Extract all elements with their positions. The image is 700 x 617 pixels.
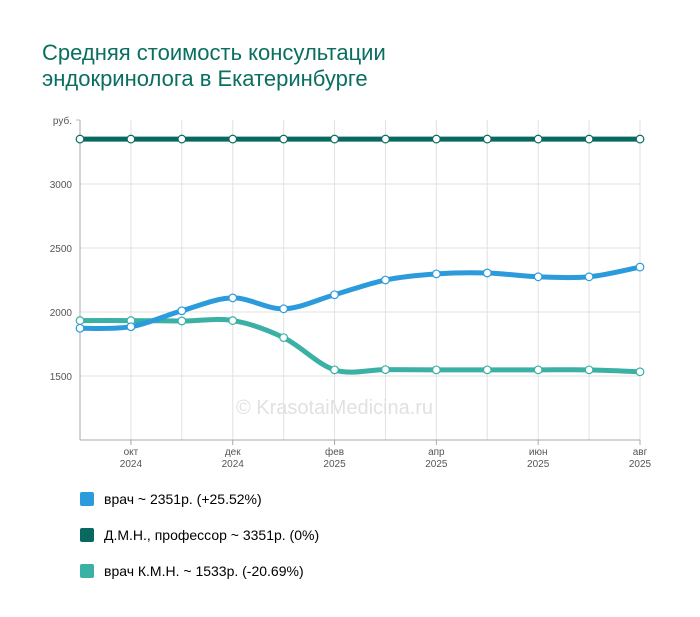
data-point-professor (330, 134, 339, 144)
data-point-candidate (330, 365, 339, 375)
chart-title: Средняя стоимость консультации эндокрино… (42, 40, 386, 92)
series-line-candidate (77, 316, 643, 375)
x-tick-label-month: фев (325, 446, 344, 458)
data-point-doctor (126, 322, 136, 332)
x-tick-label-year: 2025 (425, 459, 448, 470)
y-axis-unit-label: руб. (53, 115, 72, 127)
data-point-doctor (177, 306, 187, 316)
data-point-professor (279, 134, 289, 144)
x-tick-label-year: 2025 (527, 459, 550, 470)
data-point-candidate (635, 367, 645, 377)
data-point-professor (177, 134, 187, 144)
x-tick-label-month: дек (225, 447, 241, 458)
data-point-candidate (177, 316, 187, 326)
data-point-candidate (533, 365, 543, 375)
grid-lines (79, 120, 641, 440)
data-point-candidate (279, 333, 289, 343)
chart-title-line-2: эндокринолога в Екатеринбурге (42, 66, 368, 91)
data-point-candidate (482, 365, 492, 375)
x-tick-label-year: 2024 (222, 459, 245, 470)
data-point-professor (635, 134, 645, 144)
data-point-candidate (228, 316, 238, 325)
x-tick-label-month: авг (633, 447, 648, 458)
x-tick-label-year: 2024 (120, 459, 143, 470)
data-point-professor (482, 134, 492, 144)
data-point-professor (75, 134, 85, 144)
data-point-doctor (279, 304, 289, 314)
data-point-professor (431, 134, 441, 144)
y-tick-label: 1500 (50, 372, 73, 383)
data-point-doctor (75, 323, 85, 333)
data-point-candidate (381, 365, 390, 375)
data-points (75, 134, 645, 377)
legend-label-doctor: врач ~ 2351р. (+25.52%) (104, 491, 262, 507)
legend-item-doctor[interactable]: врач ~ 2351р. (+25.52%) (80, 489, 319, 509)
data-point-doctor (330, 290, 339, 300)
x-tick-label-month: июн (529, 447, 548, 458)
y-tick-label: 2000 (50, 308, 73, 319)
data-point-doctor (482, 268, 492, 278)
legend-swatch-doctor (80, 492, 94, 506)
legend-label-candidate: врач К.М.Н. ~ 1533р. (-20.69%) (104, 563, 304, 579)
data-point-candidate (431, 365, 441, 375)
y-tick-label: 3000 (50, 180, 73, 191)
data-point-doctor (431, 269, 441, 279)
data-point-doctor (381, 275, 390, 285)
data-point-professor (126, 134, 136, 144)
legend-swatch-candidate (80, 564, 94, 578)
data-point-doctor (533, 272, 543, 282)
axis-labels: 1500200025003000руб.окт2024дек2024фев202… (50, 115, 652, 470)
x-tick-label-month: апр (428, 447, 445, 458)
data-point-professor (381, 134, 390, 144)
legend-label-professor: Д.М.Н., профессор ~ 3351р. (0%) (104, 527, 320, 543)
legend-item-candidate[interactable]: врач К.М.Н. ~ 1533р. (-20.69%) (80, 561, 319, 581)
x-tick-label-year: 2025 (629, 459, 652, 470)
chart-legend: врач ~ 2351р. (+25.52%) Д.М.Н., профессо… (80, 489, 319, 597)
chart-title-line-1: Средняя стоимость консультации (42, 40, 386, 65)
series-lines (77, 136, 643, 375)
data-point-doctor (584, 272, 594, 282)
series-line-doctor (77, 264, 643, 331)
data-point-candidate (584, 365, 594, 375)
data-point-candidate (75, 316, 85, 325)
data-point-doctor (228, 293, 238, 303)
x-tick-label-year: 2025 (323, 459, 346, 470)
y-tick-label: 2500 (50, 244, 73, 255)
x-tick-label-month: окт (124, 447, 139, 458)
data-point-professor (584, 134, 594, 144)
data-point-professor (533, 134, 543, 144)
watermark: © KrasotaiMedicina.ru (236, 397, 434, 419)
legend-swatch-professor (80, 528, 94, 542)
data-point-doctor (635, 262, 645, 272)
legend-item-professor[interactable]: Д.М.Н., профессор ~ 3351р. (0%) (80, 525, 319, 545)
axes (76, 119, 641, 445)
data-point-professor (228, 134, 238, 144)
